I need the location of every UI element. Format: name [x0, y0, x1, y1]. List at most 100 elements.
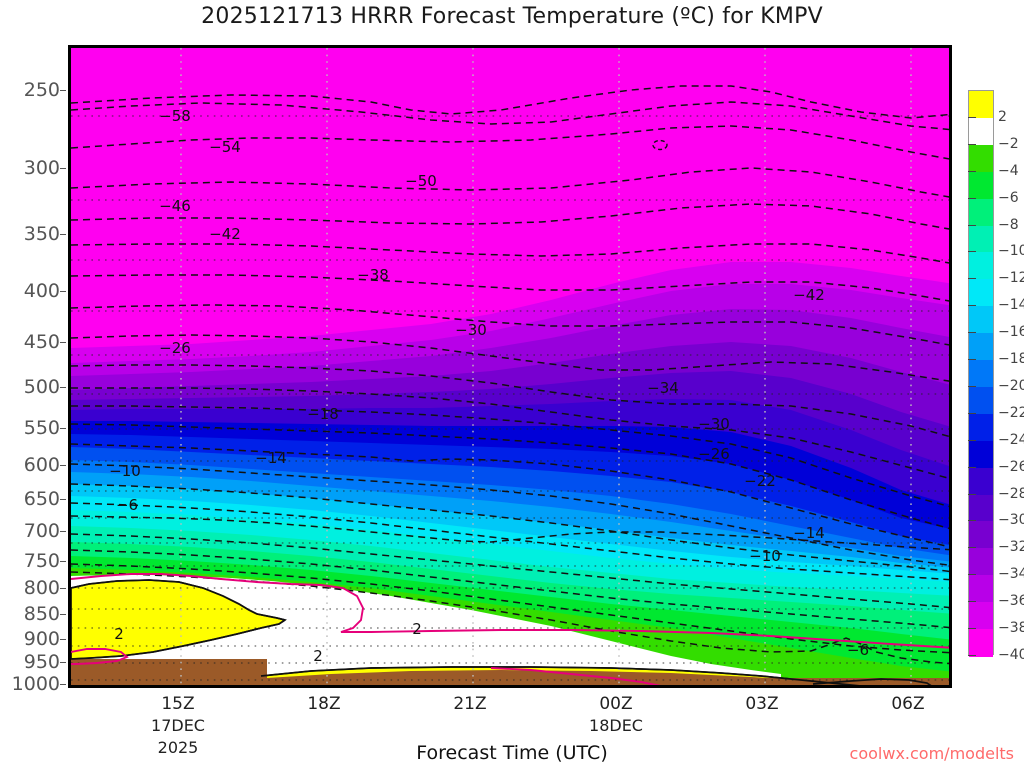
- y-tick-label-300: 300: [23, 157, 60, 180]
- x-sub-label-2025: 2025: [157, 738, 199, 757]
- chart-title: 2025121713 HRRR Forecast Temperature (ºC…: [201, 4, 823, 29]
- y-tick-mark: [60, 386, 66, 388]
- colorbar-band: [969, 629, 993, 657]
- colorbar-label--14: −14: [998, 297, 1024, 314]
- contour-label: −58: [159, 107, 191, 125]
- colorbar-band: [969, 144, 993, 173]
- y-tick-mark: [60, 614, 66, 616]
- contour-label: −14: [255, 449, 287, 467]
- colorbar-band: [969, 467, 993, 496]
- y-tick-mark: [60, 464, 66, 466]
- contour-label: −6: [846, 641, 870, 659]
- contour-label: −46: [159, 197, 191, 215]
- contour-label: −18: [307, 405, 339, 423]
- contour-label: −30: [698, 415, 730, 433]
- y-tick-mark: [60, 638, 66, 640]
- colorbar-band: [969, 225, 993, 254]
- y-tick-label-350: 350: [23, 223, 60, 246]
- colorbar-band: [969, 198, 993, 227]
- contour-label: −50: [405, 172, 437, 190]
- contour-plot: [71, 48, 949, 685]
- y-tick-mark: [60, 90, 66, 92]
- y-tick-mark: [60, 427, 66, 429]
- colorbar-tick: [968, 170, 976, 172]
- colorbar-tick: [968, 251, 976, 253]
- x-tick-label-21Z: 21Z: [453, 694, 487, 714]
- colorbar-band: [969, 360, 993, 388]
- y-tick-label-400: 400: [23, 280, 60, 303]
- x-tick-label-03Z: 03Z: [745, 694, 779, 714]
- colorbar-label--28: −28: [998, 485, 1024, 502]
- colorbar-label--40: −40: [998, 647, 1024, 663]
- y-tick-label-450: 450: [23, 330, 60, 353]
- colorbar-tick: [968, 305, 976, 307]
- contour-label: −10: [109, 462, 141, 480]
- watermark: coolwx.com/modelts: [849, 744, 1014, 763]
- y-tick-label-700: 700: [23, 520, 60, 542]
- contour-label: −26: [698, 445, 730, 463]
- colorbar-band: [969, 575, 993, 603]
- colorbar-label--32: −32: [998, 539, 1024, 556]
- colorbar-band: [969, 548, 993, 576]
- colorbar-tick: [968, 574, 976, 576]
- plot-area: −58 −54 −50 −46 −42 −38 −42 −30 −26 −34 −18 −30 −14−…: [68, 45, 952, 688]
- x-tick-label-06Z: 06Z: [891, 694, 925, 714]
- contour-label: −26: [159, 339, 191, 357]
- colorbar-band: [969, 440, 993, 469]
- colorbar-band: [969, 494, 993, 523]
- y-tick-mark: [60, 168, 66, 170]
- y-tick-mark: [60, 234, 66, 236]
- colorbar-tick: [968, 332, 976, 334]
- y-tick-label-500: 500: [23, 375, 60, 398]
- y-tick-mark: [60, 499, 66, 501]
- colorbar-tick: [968, 412, 976, 414]
- contour-label: −38: [357, 266, 389, 284]
- x-tick-label-18Z: 18Z: [307, 694, 341, 714]
- colorbar-tick: [968, 143, 976, 145]
- colorbar-tick: [968, 601, 976, 603]
- colorbar-label--2: −2: [998, 135, 1019, 152]
- x-sub-label-18DEC: 18DEC: [589, 716, 643, 735]
- y-tick-mark: [60, 341, 66, 343]
- y-tick-label-600: 600: [23, 453, 60, 476]
- contour-label: −54: [209, 138, 241, 156]
- contour-label: 2: [313, 647, 323, 665]
- contour-label: −6: [115, 496, 139, 514]
- colorbar-tick: [968, 197, 976, 199]
- colorbar-tick: [968, 493, 976, 495]
- contour-label: −42: [209, 225, 241, 243]
- colorbar-label--12: −12: [998, 270, 1024, 287]
- colorbar-tick: [968, 116, 976, 118]
- colorbar-band: [969, 117, 993, 146]
- colorbar-tick: [968, 439, 976, 441]
- colorbar-label--38: −38: [998, 620, 1024, 637]
- colorbar-band: [969, 279, 993, 307]
- x-tick-label-15Z: 15Z: [161, 694, 195, 714]
- colorbar: [968, 90, 994, 657]
- contour-label: −14: [793, 524, 825, 542]
- colorbar-tick: [968, 466, 976, 468]
- colorbar-label--22: −22: [998, 404, 1024, 421]
- colorbar-label--36: −36: [998, 593, 1024, 610]
- colorbar-label-2: 2: [998, 108, 1007, 125]
- y-tick-label-550: 550: [23, 416, 60, 439]
- colorbar-band: [969, 521, 993, 549]
- colorbar-label--10: −10: [998, 243, 1024, 260]
- y-tick-mark: [60, 588, 66, 590]
- colorbar-tick: [968, 359, 976, 361]
- colorbar-tick: [968, 278, 976, 280]
- colorbar-label--16: −16: [998, 324, 1024, 341]
- y-tick-label-750: 750: [23, 549, 60, 572]
- colorbar-band: [969, 306, 993, 334]
- y-tick-mark: [60, 560, 66, 562]
- contour-label: −30: [455, 321, 487, 339]
- colorbar-band: [969, 171, 993, 200]
- colorbar-label--34: −34: [998, 566, 1024, 583]
- colorbar-tick: [968, 224, 976, 226]
- colorbar-label--6: −6: [998, 189, 1019, 206]
- colorbar-band: [969, 333, 993, 361]
- colorbar-label--18: −18: [998, 351, 1024, 368]
- contour-label: 2: [412, 620, 422, 638]
- contour-label: −34: [647, 379, 679, 397]
